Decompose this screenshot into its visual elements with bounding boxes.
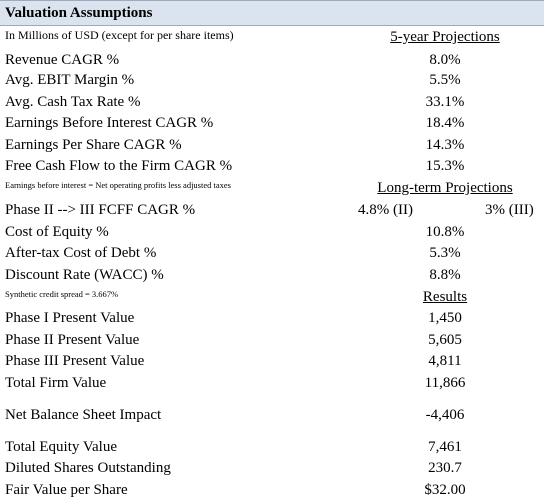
equity-value-label: Total Equity Value (5, 439, 117, 455)
fair-value-value: $32.00 (424, 482, 466, 498)
shares-value: 230.7 (428, 460, 462, 476)
results-header: Results (422, 289, 468, 305)
wacc-label: Discount Rate (WACC) % (5, 267, 164, 283)
equity-value-value: 7,461 (428, 439, 462, 455)
cost-equity-value: 10.8% (425, 224, 465, 240)
firm-value-label: Total Firm Value (5, 375, 107, 391)
fcff-cagr-label: Free Cash Flow to the Firm CAGR % (5, 158, 233, 174)
spread-note: Synthetic credit spread = 3.667% (5, 289, 119, 299)
phase2-cagr-value: 4.8% (II) (358, 202, 413, 218)
cost-debt-label: After-tax Cost of Debt % (5, 245, 157, 261)
units-note: In Millions of USD (except for per share… (5, 28, 234, 42)
pv1-value: 1,450 (428, 310, 462, 326)
revenue-cagr-label: Revenue CAGR % (5, 52, 120, 68)
fair-value-label: Fair Value per Share (5, 482, 128, 498)
phase3-cagr-value: 3% (III) (485, 202, 534, 218)
ebit-margin-label: Avg. EBIT Margin % (5, 72, 135, 88)
wacc-value: 8.8% (429, 267, 461, 283)
ebi-cagr-label: Earnings Before Interest CAGR % (5, 115, 214, 131)
long-term-header: Long-term Projections (377, 180, 513, 196)
fcff-cagr-value: 15.3% (425, 158, 465, 174)
eps-cagr-label: Earnings Per Share CAGR % (5, 137, 182, 153)
pv2-value: 5,605 (428, 332, 462, 348)
pv3-label: Phase III Present Value (5, 353, 145, 369)
cost-equity-label: Cost of Equity % (5, 224, 109, 240)
ebi-cagr-value: 18.4% (425, 115, 465, 131)
title-bar (0, 0, 544, 26)
eps-cagr-value: 14.3% (425, 137, 465, 153)
pv3-value: 4,811 (428, 353, 462, 369)
firm-value-value: 11,866 (424, 375, 466, 391)
phase-cagr-label: Phase II --> III FCFF CAGR % (5, 202, 196, 218)
ebit-margin-value: 5.5% (429, 72, 461, 88)
cash-tax-label: Avg. Cash Tax Rate % (5, 94, 141, 110)
five-year-header: 5-year Projections (390, 29, 500, 45)
pv1-label: Phase I Present Value (5, 310, 135, 326)
pv2-label: Phase II Present Value (5, 332, 140, 348)
cost-debt-value: 5.3% (429, 245, 461, 261)
net-bs-label: Net Balance Sheet Impact (5, 407, 162, 423)
cash-tax-value: 33.1% (425, 94, 465, 110)
shares-label: Diluted Shares Outstanding (5, 460, 171, 476)
sheet-title: Valuation Assumptions (5, 5, 153, 21)
earnings-note: Earnings before interest = Net operating… (5, 180, 231, 190)
revenue-cagr-value: 8.0% (429, 52, 461, 68)
net-bs-value: -4,406 (425, 407, 465, 423)
